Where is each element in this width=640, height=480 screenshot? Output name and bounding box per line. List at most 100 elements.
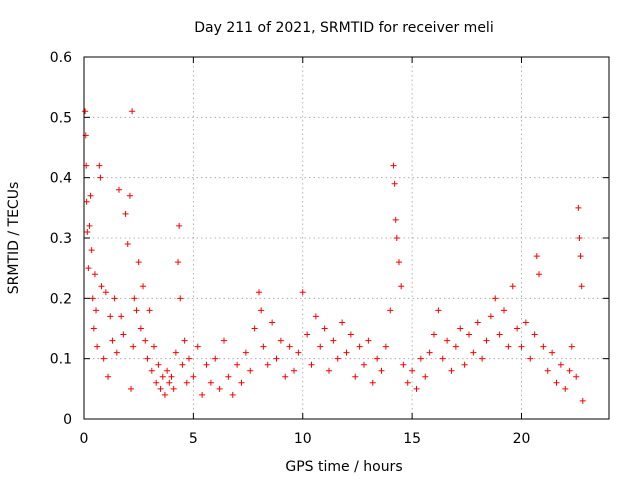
data-point [573, 373, 580, 380]
data-point [578, 283, 585, 290]
data-point [382, 343, 389, 350]
data-point [312, 313, 319, 320]
data-point [509, 283, 516, 290]
data-point [392, 216, 399, 223]
data-point [435, 307, 442, 314]
data-point [413, 385, 420, 392]
data-point [398, 283, 405, 290]
data-point [144, 355, 151, 362]
data-point [439, 355, 446, 362]
data-point [183, 379, 190, 386]
data-point [113, 349, 120, 356]
data-point [207, 379, 214, 386]
data-point [396, 259, 402, 266]
data-point [131, 295, 138, 302]
data-point [130, 343, 137, 350]
data-point [140, 283, 147, 290]
data-point [334, 355, 341, 362]
data-point [194, 343, 201, 350]
data-point [264, 361, 271, 368]
y-tick-label: 0.5 [50, 110, 72, 126]
data-point [577, 253, 584, 260]
data-point [82, 108, 89, 115]
data-point [531, 331, 538, 338]
data-point [151, 343, 157, 350]
data-point [444, 337, 451, 344]
y-axis: 0 0.1 0.2 0.3 0.4 0.5 0.6 [50, 50, 609, 428]
data-point [90, 325, 97, 332]
data-point [175, 259, 182, 266]
data-point [168, 373, 175, 380]
data-point [247, 367, 254, 374]
data-point [387, 307, 394, 314]
data-point [514, 325, 521, 332]
data-point [203, 361, 210, 368]
data-point [212, 355, 219, 362]
data-point [361, 361, 367, 368]
data-point [540, 343, 547, 350]
data-point [97, 174, 104, 181]
data-point [557, 361, 564, 368]
data-point [566, 367, 573, 374]
data-point [133, 307, 140, 314]
data-point [417, 355, 424, 362]
y-tick-label: 0 [63, 412, 72, 428]
chart-title: Day 211 of 2021, SRMTID for receiver mel… [194, 20, 493, 36]
data-point [93, 307, 100, 314]
data-point [448, 367, 455, 374]
data-point [159, 373, 166, 380]
data-point [553, 379, 560, 386]
data-point [89, 295, 96, 302]
data-point [258, 307, 265, 314]
data-point [85, 265, 92, 272]
data-point [273, 355, 280, 362]
data-point [124, 241, 131, 248]
data-point [83, 198, 90, 205]
data-point [109, 337, 116, 344]
data-point [483, 337, 490, 344]
data-point [221, 337, 227, 344]
data-point [105, 373, 112, 380]
data-point [170, 385, 177, 392]
data-point [234, 361, 241, 368]
data-point [122, 210, 129, 217]
data-point [527, 355, 534, 362]
data-point [579, 397, 586, 404]
data-point [522, 319, 529, 326]
data-point [330, 337, 337, 344]
y-tick-label: 0.3 [50, 231, 72, 247]
data-point [225, 373, 232, 380]
data-point [102, 289, 109, 296]
data-point [339, 319, 346, 326]
data-point [562, 385, 569, 392]
data-point [492, 295, 499, 302]
x-tick-label: 15 [403, 431, 421, 447]
data-point [199, 391, 206, 398]
data-point [466, 331, 472, 338]
data-point [176, 222, 183, 229]
y-tick-label: 0.1 [50, 352, 72, 368]
data-point [116, 186, 122, 193]
data-point [111, 295, 118, 302]
data-point [282, 373, 289, 380]
data-point [391, 180, 398, 187]
data-point [576, 235, 583, 241]
data-point [94, 343, 101, 350]
data-point [308, 361, 315, 368]
data-point [186, 355, 192, 362]
data-point [86, 222, 93, 229]
data-point [409, 367, 416, 374]
data-point [155, 361, 162, 368]
data-point [568, 343, 575, 350]
data-point [431, 331, 437, 338]
data-point [404, 379, 411, 386]
data-point [544, 367, 551, 374]
data-point [470, 349, 477, 356]
data-point [216, 385, 223, 392]
data-point [487, 313, 494, 320]
data-point [181, 337, 188, 344]
data-point [172, 349, 179, 356]
x-tick-label: 5 [189, 431, 198, 447]
data-point [378, 367, 385, 374]
